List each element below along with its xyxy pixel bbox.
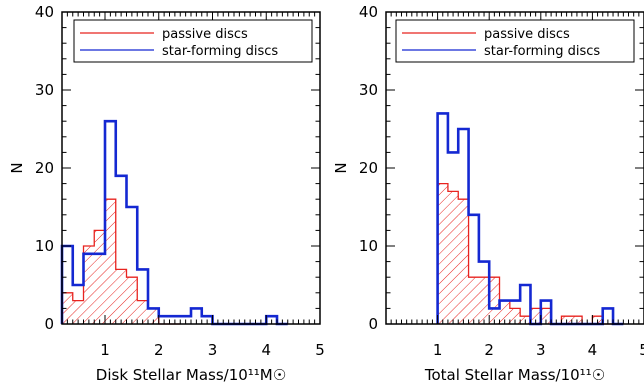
disk-mass-passive-bar [148, 308, 159, 324]
total-mass-passive-bar [468, 277, 479, 324]
disk-mass-passive-bar [115, 269, 127, 324]
disk-mass-x-tick-label: 3 [208, 341, 218, 359]
total-mass-passive-bar [489, 277, 500, 324]
total-mass-passive-bar [437, 183, 448, 324]
legend-star-forming-label: star-forming discs [484, 44, 600, 59]
total-mass-passive-bar [458, 199, 469, 324]
disk-mass-legend-box [73, 19, 313, 63]
total-mass-passive-bar [530, 308, 541, 324]
total-mass-bars [436, 112, 624, 326]
disk-mass-x-axis-label: Disk Stellar Mass/10¹¹M☉ [96, 366, 286, 384]
total-mass-passive-bar [540, 308, 552, 324]
total-mass-y-tick-label: 20 [359, 159, 378, 177]
disk-mass-passive-bar [105, 199, 116, 324]
total-mass-passive-bar [478, 277, 490, 324]
legend-passive-label: passive discs [162, 27, 248, 42]
total-mass-x-tick-label: 5 [639, 341, 644, 359]
total-mass-y-axis-label: N [332, 162, 350, 173]
disk-mass-passive-bar [83, 246, 95, 324]
total-mass-x-axis-label: Total Stellar Mass/10¹¹☉ [424, 366, 605, 384]
total-mass-y-tick-label: 0 [368, 315, 378, 333]
legend-star-forming-label: star-forming discs [162, 44, 278, 59]
disk-mass-x-tick-label: 4 [261, 341, 271, 359]
legend-passive-label: passive discs [484, 27, 570, 42]
total-mass-x-tick-label: 3 [536, 341, 546, 359]
disk-mass-y-tick-label: 20 [35, 159, 54, 177]
total-mass-passive-bar [499, 300, 510, 324]
total-mass-x-tick-label: 2 [484, 341, 494, 359]
disk-mass-y-tick-label: 30 [35, 81, 54, 99]
disk-mass-x-tick-label: 5 [315, 341, 325, 359]
disk-mass-passive-bar [72, 300, 84, 324]
total-mass-y-tick-label: 40 [359, 3, 378, 21]
disk-mass-bars [60, 119, 288, 326]
disk-mass-y-tick-label: 10 [35, 237, 54, 255]
disk-mass-passive-bar [137, 300, 148, 324]
disk-mass-y-axis-label: N [8, 162, 26, 173]
disk-mass-y-tick-label: 40 [35, 3, 54, 21]
total-mass-x-tick-label: 1 [433, 341, 443, 359]
total-mass-ticks: 1 2 3 4 5 0 10 20 30 40 [359, 3, 644, 359]
total-mass-passive-bar [509, 308, 521, 324]
total-mass-passive-bar [447, 191, 459, 324]
total-mass-legend-box [395, 19, 635, 63]
total-mass-x-tick-label: 4 [588, 341, 598, 359]
total-mass-y-tick-label: 30 [359, 81, 378, 99]
disk-mass-x-tick-label: 2 [154, 341, 164, 359]
disk-mass-passive-bar [94, 230, 105, 324]
total-mass-legend: passive discs star-forming discs [395, 19, 635, 63]
total-mass-y-tick-label: 10 [359, 237, 378, 255]
disk-mass-passive-bar [126, 277, 138, 324]
disk-mass-passive-bar [62, 292, 73, 324]
disk-mass-legend: passive discs star-forming discs [73, 19, 313, 63]
disk-mass-x-tick-label: 1 [100, 341, 110, 359]
disk-mass-ticks: 1 2 3 4 5 0 10 20 30 40 [35, 3, 325, 359]
disk-mass-y-tick-label: 0 [44, 315, 54, 333]
